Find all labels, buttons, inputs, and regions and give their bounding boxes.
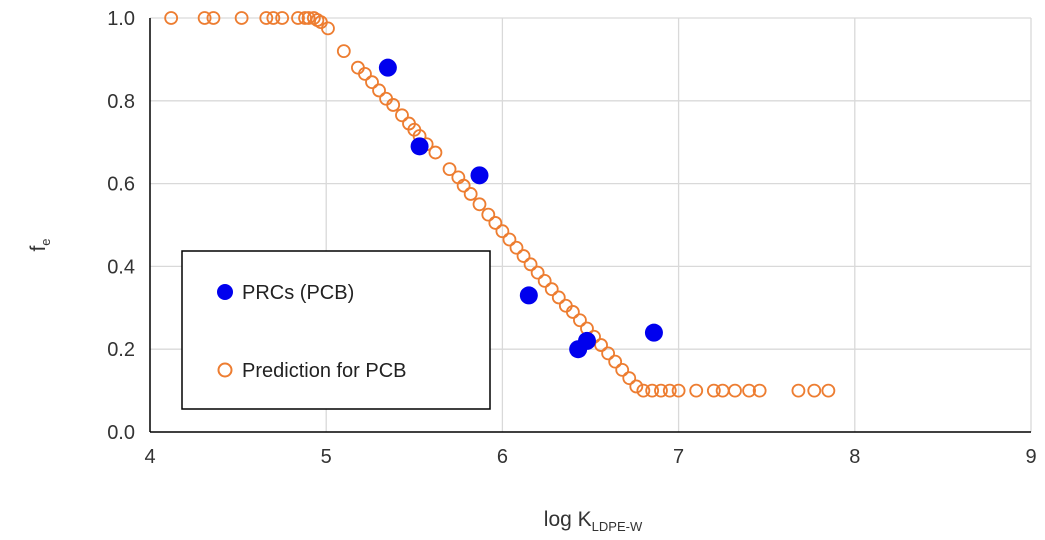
data-point-prcs [644, 323, 663, 342]
data-point-prediction [234, 11, 249, 25]
data-point-prediction [622, 371, 637, 386]
data-point-prediction [372, 83, 386, 98]
axes [149, 18, 1031, 433]
data-point-prediction [821, 383, 836, 398]
data-point-prediction [259, 11, 274, 25]
legend-marker-prcs [217, 284, 233, 300]
y-axis-title-main: f [27, 246, 50, 252]
data-point-prediction [291, 11, 305, 25]
data-point-prediction [509, 240, 524, 255]
data-point-prediction [530, 265, 545, 280]
data-point-prediction [428, 145, 443, 160]
data-point-prediction [301, 11, 316, 25]
data-point-prediction [321, 21, 335, 36]
data-point-prediction [481, 207, 496, 222]
data-point-prediction [636, 383, 651, 398]
data-point-prediction [742, 383, 756, 398]
data-point-prediction [807, 383, 822, 398]
data-point-prediction [495, 224, 510, 239]
data-point-prediction [275, 11, 290, 25]
legend-label-prediction: Prediction for PCB [242, 360, 407, 382]
legend: PRCs (PCB) Prediction for PCB [181, 250, 491, 410]
data-point-prediction [544, 282, 559, 297]
data-point-prediction [206, 11, 221, 25]
x-axis-title-sub: LDPE-W [592, 519, 643, 534]
data-point-prcs [470, 166, 489, 185]
data-point-prcs [410, 137, 429, 156]
legend-marker-prediction [217, 362, 233, 378]
data-point-prediction [266, 11, 281, 25]
data-point-prediction [573, 313, 587, 328]
data-point-prediction [594, 338, 608, 352]
legend-box [181, 250, 491, 410]
data-point-prediction [488, 216, 503, 230]
y-tick-label: 0.2 [107, 339, 135, 361]
y-tick-label: 0.0 [107, 422, 135, 444]
data-point-prediction [715, 383, 730, 398]
data-point-prediction [336, 44, 351, 59]
tick-labels: 4 5 6 7 8 9 0.0 0.2 0.4 0.6 0.8 1.0 [107, 8, 1036, 468]
data-point-prediction [395, 108, 409, 123]
data-point-prediction [565, 305, 580, 319]
data-point-prediction [654, 383, 668, 398]
data-point-prediction [615, 362, 630, 377]
x-tick-label: 7 [673, 446, 684, 468]
series-prcs-pcb [378, 58, 663, 359]
y-axis-title-sub: e [38, 238, 53, 245]
data-point-prediction [629, 379, 644, 394]
data-point-prediction [442, 162, 457, 177]
data-point-prediction [791, 383, 806, 398]
data-point-prediction [662, 383, 677, 398]
legend-label-prcs: PRCs (PCB) [242, 282, 354, 304]
data-point-prediction [502, 232, 517, 247]
x-tick-label: 4 [144, 446, 155, 468]
data-point-prediction [456, 178, 471, 193]
data-point-prediction [706, 383, 721, 398]
y-tick-label: 1.0 [107, 8, 135, 30]
data-point-prediction [164, 11, 179, 25]
y-tick-label: 0.8 [107, 91, 135, 113]
data-point-prediction [523, 257, 538, 272]
series-prediction-for-pcb [164, 11, 836, 398]
data-point-prediction [608, 354, 623, 369]
data-point-prediction [386, 98, 401, 112]
data-point-prediction [645, 383, 660, 398]
data-point-prediction [365, 75, 379, 90]
data-point-prediction [516, 249, 531, 263]
x-tick-label: 8 [849, 446, 860, 468]
data-point-prediction [358, 66, 372, 81]
data-point-prediction [537, 273, 552, 288]
data-point-prediction [671, 383, 686, 398]
data-point-prediction [197, 11, 212, 25]
x-axis-title-main: log K [544, 508, 592, 531]
x-tick-label: 5 [321, 446, 332, 468]
data-point-prediction [728, 383, 742, 398]
data-point-prcs [519, 286, 538, 305]
y-tick-label: 0.4 [107, 256, 135, 278]
y-axis-title: fe [27, 238, 53, 251]
x-axis-title: log KLDPE-W [544, 508, 643, 534]
x-tick-label: 9 [1025, 446, 1036, 468]
data-point-prediction [463, 187, 478, 201]
data-point-prcs [577, 331, 596, 350]
x-tick-label: 6 [497, 446, 508, 468]
data-point-prcs [378, 58, 397, 77]
data-point-prediction [752, 383, 767, 398]
data-point-prediction [601, 346, 616, 361]
y-tick-label: 0.6 [107, 174, 135, 196]
data-point-prediction [689, 383, 704, 398]
data-point-prediction [472, 197, 487, 212]
data-point-prediction [551, 290, 566, 305]
